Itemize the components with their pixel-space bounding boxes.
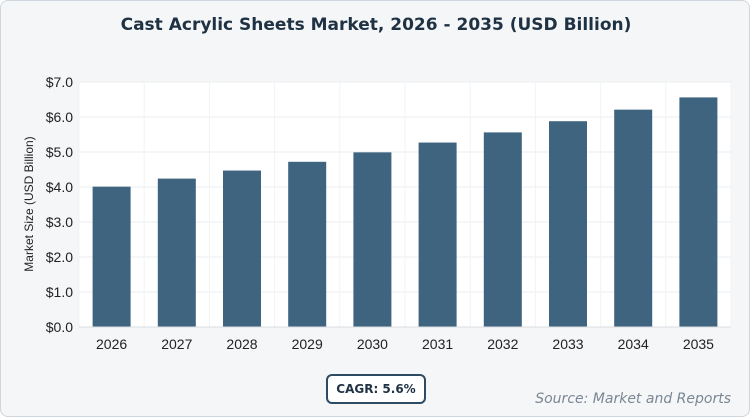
y-tick-label: $2.0	[46, 249, 73, 265]
x-tick-label: 2032	[487, 336, 518, 352]
bars	[92, 97, 718, 328]
bar-2032	[483, 132, 522, 327]
source-note: Source: Market and Reports	[535, 391, 731, 407]
x-tick-label: 2026	[96, 336, 127, 352]
y-tick-label: $6.0	[46, 109, 73, 125]
y-tick-label: $1.0	[46, 284, 73, 300]
x-tick-label: 2031	[422, 336, 453, 352]
bar-2030	[353, 152, 392, 327]
x-tick-label: 2029	[292, 336, 323, 352]
x-tick-label: 2030	[357, 336, 388, 352]
cagr-badge: CAGR: 5.6%	[326, 374, 426, 404]
x-tick-label: 2035	[683, 336, 714, 352]
y-axis-label: Market Size (USD Billion)	[22, 136, 36, 271]
chart-title: Cast Acrylic Sheets Market, 2026 - 2035 …	[120, 15, 632, 35]
bar-2027	[157, 178, 196, 327]
x-tick-labels: 2026 2027 2028 2029 2030 2031 2032 2033 2034 2035	[96, 336, 714, 352]
bar-2033	[549, 121, 587, 327]
bar-2031	[418, 142, 457, 327]
y-tick-label: $3.0	[46, 214, 73, 230]
bar-2028	[223, 170, 261, 327]
bar-2035	[679, 97, 718, 328]
x-tick-label: 2027	[161, 336, 192, 352]
x-tick-label: 2034	[618, 336, 649, 352]
x-tick-label: 2028	[226, 336, 257, 352]
y-tick-labels: $0.0 $1.0 $2.0 $3.0 $4.0 $5.0 $6.0 $7.0	[46, 74, 73, 335]
y-tick-label: $4.0	[46, 179, 73, 195]
bar-2026	[92, 186, 131, 327]
y-tick-label: $5.0	[46, 144, 73, 160]
bar-2034	[614, 109, 653, 328]
bar-2029	[288, 161, 327, 327]
y-tick-label: $7.0	[46, 74, 73, 90]
x-gridlines	[78, 82, 732, 327]
x-tick-label: 2033	[552, 336, 583, 352]
y-tick-label: $0.0	[46, 319, 73, 335]
